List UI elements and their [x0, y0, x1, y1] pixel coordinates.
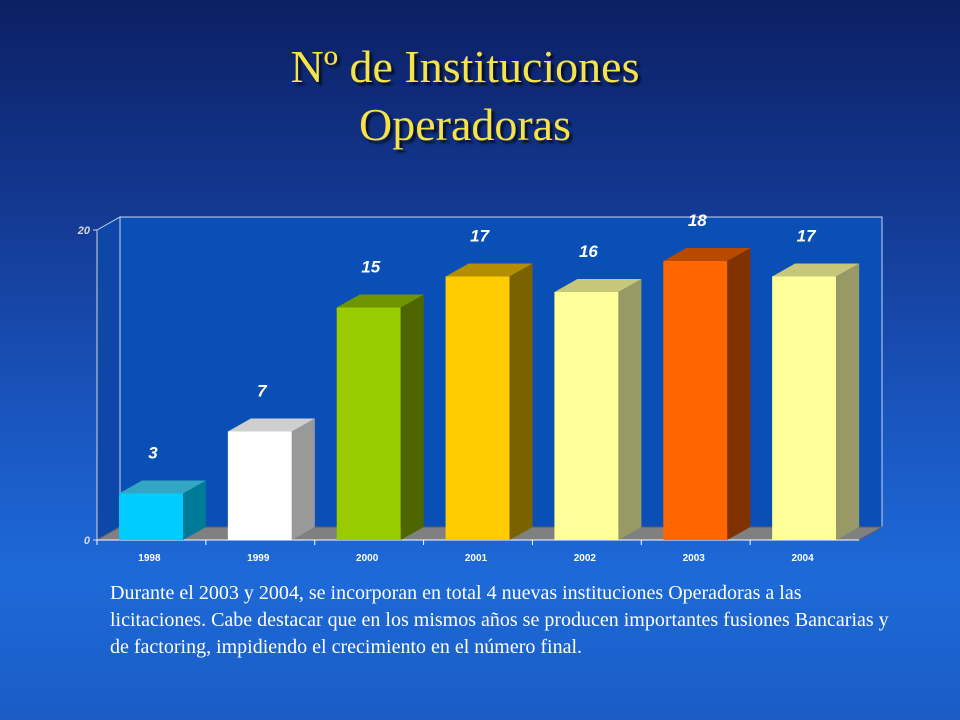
- bar-top-2000: [336, 294, 424, 308]
- slide-title: Nº de Instituciones Operadoras: [0, 38, 930, 154]
- bar-side-2003: [727, 248, 751, 540]
- bar-side-2000: [400, 294, 424, 540]
- bar-top-2001: [445, 263, 533, 277]
- bar-top-2004: [772, 263, 860, 277]
- data-label-2002: 16: [579, 242, 598, 261]
- data-label-1998: 3: [148, 444, 158, 463]
- bar-2001: [445, 276, 510, 540]
- bar-side-2002: [618, 279, 642, 540]
- x-tick-label-2001: 2001: [465, 553, 488, 564]
- data-label-1999: 7: [257, 382, 268, 401]
- y-tick-label-0: 0: [84, 535, 91, 547]
- bar-side-2001: [509, 263, 533, 540]
- x-tick-label-1999: 1999: [247, 553, 270, 564]
- bar-2003: [663, 261, 728, 540]
- slide-note: Durante el 2003 y 2004, se incorporan en…: [110, 582, 889, 658]
- data-label-2001: 17: [470, 227, 490, 246]
- bar-2004: [772, 276, 837, 540]
- bar-side-1999: [291, 418, 315, 540]
- bar-side-2004: [836, 263, 860, 540]
- data-label-2003: 18: [688, 211, 707, 230]
- bar-2002: [554, 292, 619, 540]
- x-tick-label-2002: 2002: [574, 553, 597, 564]
- bar-top-1999: [227, 418, 315, 432]
- bar-2000: [336, 307, 401, 540]
- title-line-1: Nº de Instituciones: [290, 41, 640, 92]
- bar-top-1998: [119, 480, 206, 494]
- bar-top-2003: [663, 248, 751, 261]
- bar-1999: [227, 431, 292, 540]
- data-label-2000: 15: [361, 258, 380, 277]
- x-tick-label-2000: 2000: [356, 553, 379, 564]
- x-tick-label-1998: 1998: [138, 553, 161, 564]
- data-label-2004: 17: [797, 227, 817, 246]
- bar-top-2002: [554, 279, 642, 292]
- bar-side-1998: [183, 480, 206, 540]
- bar-1998: [119, 493, 183, 540]
- title-line-2: Operadoras: [358, 99, 571, 150]
- x-tick-label-2004: 2004: [791, 553, 814, 564]
- plot-side-wall: [96, 216, 121, 541]
- y-tick-label-20: 20: [77, 225, 91, 237]
- x-tick-label-2003: 2003: [683, 553, 706, 564]
